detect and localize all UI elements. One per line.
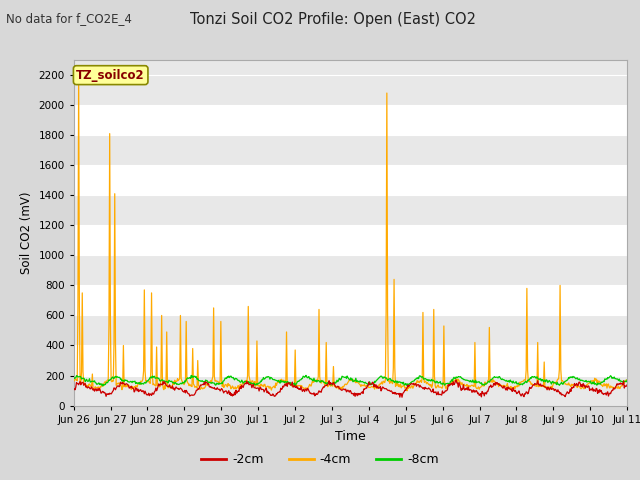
Text: No data for f_CO2E_4: No data for f_CO2E_4 <box>6 12 132 25</box>
Bar <box>74 375 627 406</box>
X-axis label: Time: Time <box>335 430 366 443</box>
Bar <box>74 315 627 346</box>
Bar <box>74 105 627 135</box>
Y-axis label: Soil CO2 (mV): Soil CO2 (mV) <box>20 192 33 274</box>
Bar <box>74 135 627 165</box>
Text: TZ_soilco2: TZ_soilco2 <box>76 69 145 82</box>
Bar <box>74 286 627 315</box>
Bar <box>74 75 627 105</box>
Bar <box>74 195 627 225</box>
Bar <box>74 255 627 286</box>
Bar <box>74 165 627 195</box>
Bar <box>74 225 627 255</box>
Legend: -2cm, -4cm, -8cm: -2cm, -4cm, -8cm <box>196 448 444 471</box>
Bar <box>74 346 627 375</box>
Text: Tonzi Soil CO2 Profile: Open (East) CO2: Tonzi Soil CO2 Profile: Open (East) CO2 <box>190 12 476 27</box>
